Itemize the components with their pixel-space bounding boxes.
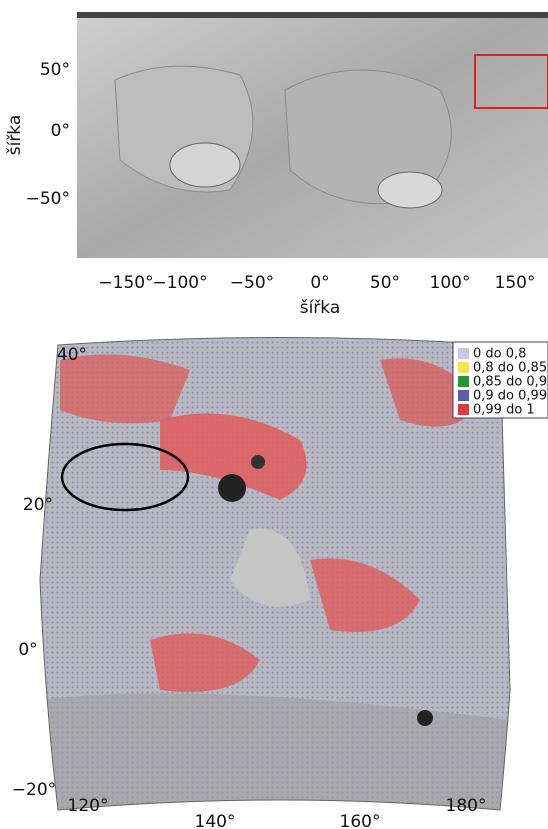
x-tick-label: 150°	[495, 273, 536, 293]
basin	[170, 143, 240, 187]
map-edge	[77, 12, 548, 18]
x-tick-label: −100°	[152, 273, 207, 293]
legend-swatch	[458, 390, 469, 401]
legend-label: 0 do 0,8	[473, 347, 526, 362]
lat-label: 40°	[57, 345, 87, 365]
legend-swatch	[458, 362, 469, 373]
lon-label: 180°	[446, 796, 487, 816]
legend-label: 0,8 do 0,85	[473, 361, 547, 376]
legend-swatch	[458, 404, 469, 415]
x-tick-label: 0°	[310, 273, 329, 293]
lat-label: −20°	[12, 780, 56, 800]
x-tick-label: 50°	[370, 273, 400, 293]
x-tick-label: −150°	[98, 273, 153, 293]
legend-label: 0,99 do 1	[473, 403, 535, 418]
probability-map	[35, 330, 515, 820]
legend-label: 0,85 do 0,9	[473, 375, 547, 390]
y-axis-label: šířka	[5, 115, 25, 156]
y-tick-label: −50°	[26, 189, 70, 209]
lat-label: 20°	[23, 495, 53, 515]
lon-label: 160°	[340, 812, 381, 829]
y-tick-label: 50°	[40, 60, 70, 80]
lon-label: 140°	[195, 812, 236, 829]
x-tick-label: −50°	[230, 273, 274, 293]
basin	[378, 172, 442, 208]
lat-label: 0°	[18, 640, 37, 660]
legend-swatch	[458, 376, 469, 387]
legend-label: 0,9 do 0,99	[473, 389, 547, 404]
x-tick-label: 100°	[430, 273, 471, 293]
figure: 50° 0° −50° šířka −150°−100° −50° 0° 50° 100° 150…	[0, 0, 548, 829]
lon-label: 120°	[68, 796, 109, 816]
legend-swatch	[458, 348, 469, 359]
y-tick-label: 0°	[51, 121, 70, 141]
x-axis-label: šířka	[300, 298, 341, 318]
